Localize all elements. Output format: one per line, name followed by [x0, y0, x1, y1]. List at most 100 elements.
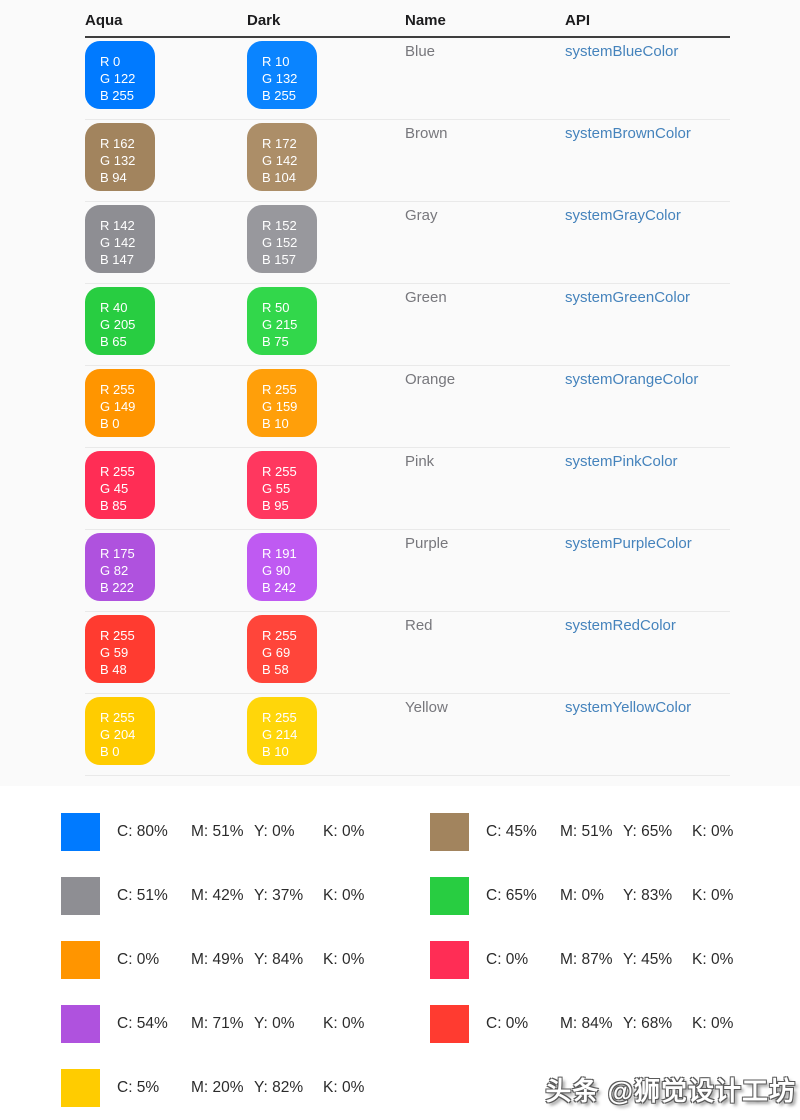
rgb-value: R 162: [100, 136, 135, 151]
rgb-value: G 159: [262, 399, 298, 414]
rgb-value: G 82: [100, 563, 129, 578]
rgb-value: R 172: [262, 136, 297, 151]
rgb-value: G 149: [100, 399, 136, 414]
dark-cell: R 255 G 69 B 58: [247, 612, 405, 693]
rgb-value: G 69: [262, 645, 291, 660]
aqua-cell: R 162 G 132 B 94: [85, 120, 247, 201]
cmyk-cyan-value: C: 0%: [117, 951, 160, 968]
cmyk-entry: C: 51% M: 42% Y: 37% K: 0%: [61, 877, 430, 915]
aqua-swatch: R 175 G 82 B 222: [85, 533, 155, 601]
rgb-value: R 255: [100, 464, 135, 479]
rgb-value: R 255: [262, 382, 297, 397]
cmyk-magenta-value: M: 49%: [191, 951, 244, 968]
aqua-swatch: R 255 G 59 B 48: [85, 615, 155, 683]
api-link[interactable]: systemGreenColor: [565, 289, 691, 306]
cmyk-magenta-value: M: 84%: [560, 1015, 613, 1032]
cmyk-magenta-value: M: 51%: [560, 823, 613, 840]
rgb-value: R 142: [100, 218, 135, 233]
dark-swatch: R 255 G 214 B 10: [247, 697, 317, 765]
rgb-value: R 255: [262, 464, 297, 479]
aqua-cell: R 0 G 122 B 255: [85, 38, 247, 119]
dark-cell: R 50 G 215 B 75: [247, 284, 405, 365]
aqua-swatch: R 255 G 149 B 0: [85, 369, 155, 437]
rgb-value: G 90: [262, 563, 291, 578]
cmyk-entry: C: 0% M: 49% Y: 84% K: 0%: [61, 941, 430, 979]
api-link[interactable]: systemBlueColor: [565, 43, 679, 60]
api-link[interactable]: systemBrownColor: [565, 125, 691, 142]
api-link[interactable]: systemRedColor: [565, 617, 676, 634]
rgb-value: B 0: [100, 744, 120, 759]
rgb-value: R 152: [262, 218, 297, 233]
rgb-value: R 10: [262, 54, 290, 69]
rgb-value: R 175: [100, 546, 135, 561]
cmyk-magenta-value: M: 87%: [560, 951, 613, 968]
dark-cell: R 172 G 142 B 104: [247, 120, 405, 201]
table-row: R 255 G 45 B 85 R 255 G 55 B 95 Pink systemPink…: [85, 448, 730, 530]
cmyk-entry: C: 0% M: 84% Y: 68% K: 0%: [430, 1005, 799, 1043]
aqua-cell: R 142 G 142 B 147: [85, 202, 247, 283]
color-name: Green: [405, 289, 447, 306]
aqua-swatch: R 142 G 142 B 147: [85, 205, 155, 273]
cmyk-yellow-value: Y: 65%: [623, 823, 673, 840]
header-api: API: [565, 12, 591, 29]
cmyk-cyan-value: C: 0%: [486, 1015, 529, 1032]
cmyk-yellow-value: Y: 45%: [623, 951, 673, 968]
cmyk-yellow-value: Y: 0%: [254, 1015, 295, 1032]
aqua-swatch: R 162 G 132 B 94: [85, 123, 155, 191]
cmyk-black-value: K: 0%: [692, 887, 734, 904]
rgb-value: B 95: [262, 498, 289, 513]
rgb-value: R 255: [100, 710, 135, 725]
dark-cell: R 255 G 159 B 10: [247, 366, 405, 447]
aqua-cell: R 255 G 59 B 48: [85, 612, 247, 693]
dark-swatch: R 255 G 55 B 95: [247, 451, 317, 519]
system-colors-table: Aqua Dark Name API R 0 G 122 B 255 R 10 G 13…: [85, 0, 730, 776]
aqua-swatch: R 40 G 205 B 65: [85, 287, 155, 355]
cmyk-row: C: 5% M: 20% Y: 82% K: 0%: [61, 1056, 800, 1120]
header-name: Name: [405, 12, 446, 29]
table-header-row: Aqua Dark Name API: [85, 0, 730, 38]
rgb-value: B 58: [262, 662, 289, 677]
cmyk-magenta-value: M: 51%: [191, 823, 244, 840]
api-link[interactable]: systemPinkColor: [565, 453, 678, 470]
rgb-value: B 75: [262, 334, 289, 349]
cmyk-yellow-value: Y: 0%: [254, 823, 295, 840]
cmyk-black-value: K: 0%: [323, 1015, 365, 1032]
cmyk-magenta-value: M: 42%: [191, 887, 244, 904]
aqua-swatch: R 255 G 45 B 85: [85, 451, 155, 519]
aqua-cell: R 255 G 204 B 0: [85, 694, 247, 775]
cmyk-entry: C: 5% M: 20% Y: 82% K: 0%: [61, 1069, 430, 1107]
system-colors-section: Aqua Dark Name API R 0 G 122 B 255 R 10 G 13…: [85, 0, 730, 776]
rgb-value: B 255: [100, 88, 134, 103]
color-name: Gray: [405, 207, 438, 224]
table-row: R 40 G 205 B 65 R 50 G 215 B 75 Green systemGre…: [85, 284, 730, 366]
cmyk-entry: C: 45% M: 51% Y: 65% K: 0%: [430, 813, 799, 851]
cmyk-entry: C: 54% M: 71% Y: 0% K: 0%: [61, 1005, 430, 1043]
color-name: Yellow: [405, 699, 448, 716]
rgb-value: B 157: [262, 252, 296, 267]
cmyk-yellow-value: Y: 68%: [623, 1015, 673, 1032]
rgb-value: B 10: [262, 416, 289, 431]
rgb-value: R 191: [262, 546, 297, 561]
color-name: Brown: [405, 125, 448, 142]
table-row: R 162 G 132 B 94 R 172 G 142 B 104 Brown system…: [85, 120, 730, 202]
cmyk-row: C: 54% M: 71% Y: 0% K: 0% C: 0% M: 84% Y: 68% K…: [61, 992, 800, 1056]
rgb-value: G 59: [100, 645, 129, 660]
cmyk-black-value: K: 0%: [323, 1079, 365, 1096]
api-link[interactable]: systemPurpleColor: [565, 535, 692, 552]
cmyk-cyan-value: C: 65%: [486, 887, 537, 904]
dark-cell: R 191 G 90 B 242: [247, 530, 405, 611]
rgb-value: R 255: [262, 710, 297, 725]
cmyk-swatch: [61, 1005, 100, 1043]
cmyk-swatch: [61, 1069, 100, 1107]
api-link[interactable]: systemYellowColor: [565, 699, 692, 716]
cmyk-swatch: [430, 1005, 469, 1043]
cmyk-black-value: K: 0%: [692, 1015, 734, 1032]
color-name: Purple: [405, 535, 449, 552]
dark-cell: R 255 G 214 B 10: [247, 694, 405, 775]
aqua-cell: R 175 G 82 B 222: [85, 530, 247, 611]
cmyk-black-value: K: 0%: [692, 951, 734, 968]
cmyk-swatch: [61, 877, 100, 915]
api-link[interactable]: systemOrangeColor: [565, 371, 699, 388]
dark-swatch: R 50 G 215 B 75: [247, 287, 317, 355]
api-link[interactable]: systemGrayColor: [565, 207, 681, 224]
